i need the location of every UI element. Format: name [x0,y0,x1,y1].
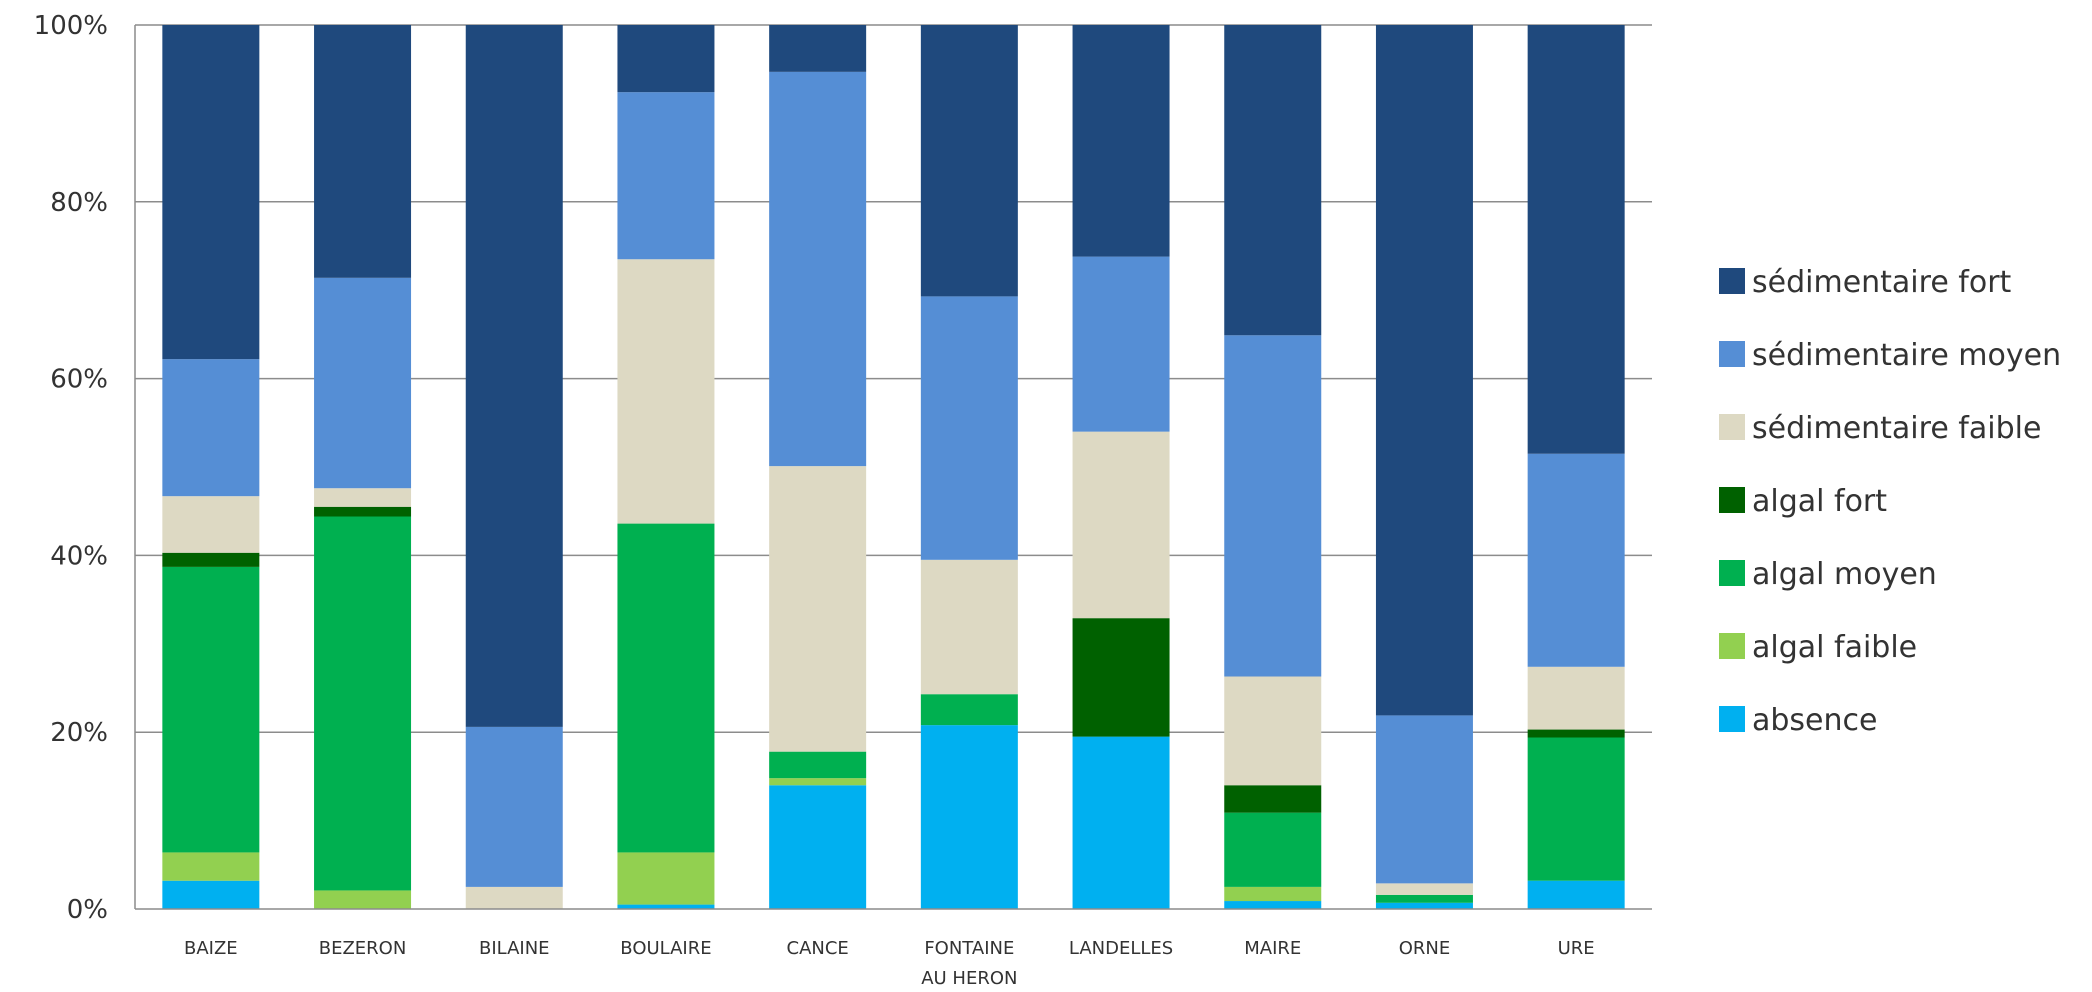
bar-segment [162,880,260,909]
legend-label: algal faible [1752,630,1917,665]
bar-segment [617,904,715,909]
bar-segment [162,25,260,360]
bar-segment [1224,335,1322,677]
x-tick-label: MAIRE [1244,938,1301,959]
bar-segment [1527,453,1625,667]
y-tick-label: 40% [50,541,108,571]
bar-segment [314,890,412,909]
bars [162,25,1625,909]
bar-segment [617,852,715,905]
legend-swatch [1719,633,1745,659]
bar-segment [465,726,563,887]
legend-swatch [1719,560,1745,586]
bar-segment [1224,901,1322,909]
legend: sédimentaire fort sédimentaire moyen sédim… [1719,265,2061,738]
bar-segment [314,506,412,517]
bar-segment [162,566,260,853]
x-tick-label: CANCE [787,938,849,959]
bar-segment [1527,666,1625,730]
bar-segment [920,559,1018,695]
bar-segment [769,751,867,779]
bar-segment [1224,812,1322,887]
bar-segment [1072,618,1170,737]
bar-segment [1224,25,1322,336]
bar-segment [769,71,867,467]
legend-swatch [1719,414,1745,440]
bar-segment [920,694,1018,726]
bar-segment [617,523,715,853]
bar-segment [769,778,867,786]
bar-segment [1375,902,1473,909]
x-tick-labels: BAIZE BEZERON BILAINE BOULAIRE CANCE FONTAINE… [184,938,1595,989]
bar-segment [920,725,1018,909]
bar-segment [1375,894,1473,903]
legend-label: sédimentaire moyen [1752,338,2061,373]
y-tick-label: 60% [50,365,108,395]
legend-swatch [1719,341,1745,367]
legend-label: absence [1752,703,1877,738]
bar-segment [1375,715,1473,884]
legend-label: sédimentaire faible [1752,411,2041,446]
bar-segment [465,886,563,909]
bar-segment [314,516,412,891]
y-tick-label: 100% [34,11,108,41]
bar-segment [314,277,412,489]
bar-segment [1224,676,1322,786]
bar-segment [1072,25,1170,257]
legend-label: algal fort [1752,484,1887,519]
bar-segment [920,296,1018,560]
legend-label: sédimentaire fort [1752,265,2012,300]
legend-swatch [1719,706,1745,732]
bar-segment [1072,431,1170,619]
bar-segment [617,259,715,524]
x-tick-label: BEZERON [319,938,407,959]
x-tick-label: AU HERON [921,968,1017,989]
legend-swatch [1719,487,1745,513]
bar-segment [1527,880,1625,909]
y-tick-label: 0% [67,895,108,925]
bar-segment [1072,736,1170,909]
bar-segment [314,25,412,278]
bar-segment [162,496,260,553]
bar-segment [1527,729,1625,738]
bar-segment [1375,883,1473,895]
bar-segment [314,488,412,507]
bar-segment [1072,256,1170,432]
x-tick-label: FONTAINE [924,938,1014,959]
bar-segment [769,25,867,72]
bar-segment [1224,785,1322,813]
bar-segment [617,25,715,93]
bar-segment [162,552,260,567]
legend-swatch [1719,268,1745,294]
bar-segment [920,25,1018,297]
y-tick-label: 80% [50,188,108,218]
x-tick-label: ORNE [1399,938,1451,959]
x-tick-label: BAIZE [184,938,238,959]
x-tick-label: LANDELLES [1069,938,1173,959]
x-tick-label: BILAINE [479,938,550,959]
x-tick-label: URE [1558,938,1595,959]
x-tick-label: BOULAIRE [620,938,711,959]
bar-segment [1375,25,1473,716]
legend-label: algal moyen [1752,557,1937,592]
y-tick-label: 20% [50,718,108,748]
y-tick-labels: 0% 20% 40% 60% 80% 100% [34,11,108,925]
bar-segment [1527,25,1625,454]
axes [134,25,1652,910]
bar-segment [1527,737,1625,881]
bar-segment [465,25,563,727]
bar-segment [769,785,867,909]
bar-segment [162,852,260,881]
bar-segment [769,466,867,752]
bar-segment [617,92,715,260]
bar-segment [1224,886,1322,902]
bar-segment [162,359,260,497]
